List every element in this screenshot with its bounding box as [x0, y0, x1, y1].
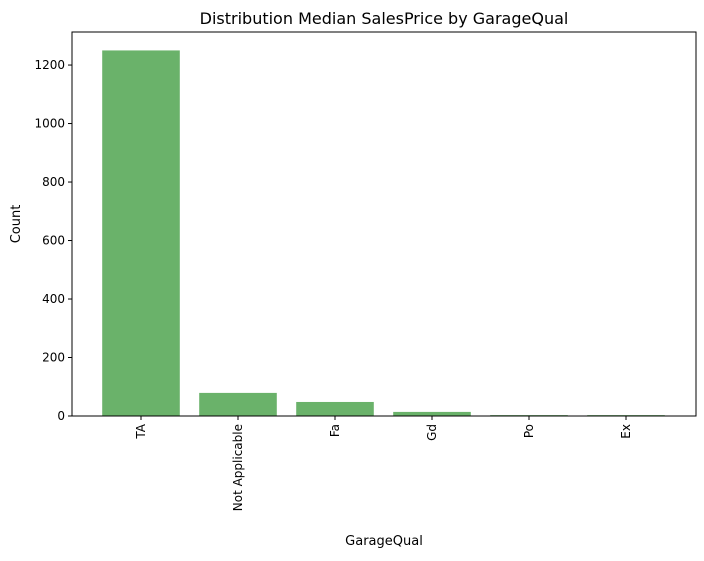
y-axis: 0 200 400 600 800 1000 1200 — [34, 58, 72, 423]
x-tick-label: TA — [134, 423, 148, 439]
x-tick-label: Gd — [425, 424, 439, 441]
x-tick-label: Fa — [328, 424, 342, 437]
x-tick-label: Not Applicable — [231, 424, 245, 511]
y-tick-label: 200 — [42, 351, 65, 365]
y-tick-label: 400 — [42, 292, 65, 306]
chart-title: Distribution Median SalesPrice by Garage… — [200, 9, 569, 28]
x-axis-label: GarageQual — [345, 534, 423, 549]
x-tick-label: Po — [522, 424, 536, 438]
y-tick-label: 1200 — [34, 58, 65, 72]
bars-layer — [102, 50, 665, 416]
y-tick-label: 600 — [42, 234, 65, 248]
plot-frame — [71, 31, 697, 417]
x-axis: TA Not Applicable Fa Gd Po Ex — [134, 416, 633, 511]
y-tick-label: 0 — [57, 409, 65, 423]
y-tick-label: 800 — [42, 175, 65, 189]
bar-fa — [296, 401, 374, 416]
x-tick-label: Ex — [619, 424, 633, 439]
bar-gd — [393, 411, 471, 416]
bar-ta — [102, 50, 180, 416]
y-axis-label: Count — [9, 205, 24, 244]
bar-not-applicable — [199, 392, 277, 416]
y-tick-label: 1000 — [34, 117, 65, 131]
